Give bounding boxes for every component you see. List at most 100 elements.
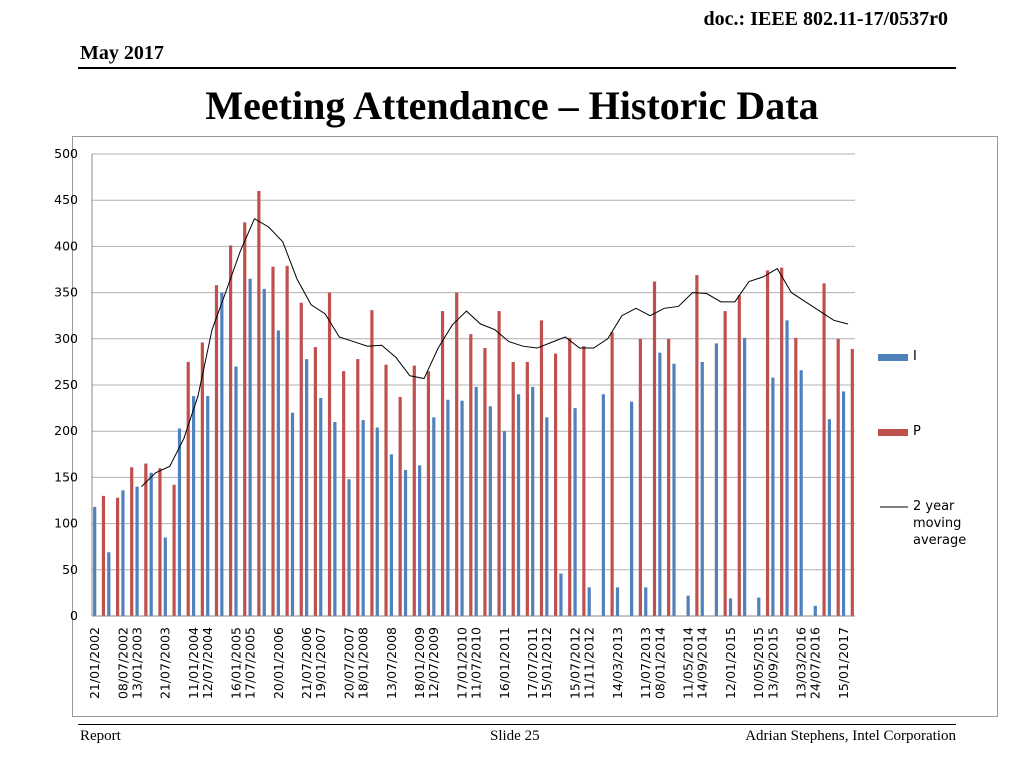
bar: [115, 497, 120, 616]
bar: [799, 370, 803, 616]
x-tick-label: 11/07/2010: [469, 627, 484, 699]
bar: [850, 348, 854, 616]
bar: [130, 467, 134, 616]
bar: [144, 463, 148, 616]
bar: [841, 391, 846, 616]
x-tick-label: 19/01/2007: [313, 627, 328, 699]
bar: [780, 267, 784, 616]
x-tick-label: 21/07/2003: [158, 627, 173, 699]
footer-right: Adrian Stephens, Intel Corporation: [745, 728, 956, 744]
bar: [299, 302, 303, 616]
y-tick-label: 350: [54, 285, 78, 300]
chart-frame: [72, 136, 998, 717]
bar: [582, 346, 586, 616]
bar: [327, 292, 332, 616]
x-tick-label: 08/01/2014: [652, 627, 667, 699]
bar: [229, 245, 233, 616]
legend-label: 2 year moving average: [913, 499, 967, 548]
bar: [361, 420, 365, 616]
bar: [658, 352, 662, 616]
slide-title: Meeting Attendance – Historic Data: [205, 83, 819, 128]
x-tick-label: 17/07/2011: [525, 627, 540, 699]
x-tick-label: 15/01/2017: [836, 627, 851, 699]
bar: [333, 421, 337, 616]
bar: [285, 265, 289, 616]
y-tick-label: 0: [70, 608, 78, 623]
line: [141, 217, 849, 487]
x-tick-label: 15/07/2012: [567, 627, 582, 699]
bar: [455, 292, 459, 616]
x-tick-label: 10/05/2015: [751, 627, 766, 699]
bar: [121, 490, 125, 616]
x-tick-label: 13/01/2003: [129, 627, 144, 699]
bar: [398, 397, 402, 616]
bar: [553, 353, 558, 616]
bar: [630, 401, 634, 616]
bar: [785, 320, 789, 616]
x-tick-label: 12/07/2004: [200, 627, 215, 699]
bar: [172, 484, 176, 616]
bar: [813, 605, 817, 616]
bar: [290, 412, 295, 616]
bar: [177, 428, 182, 616]
y-tick-label: 150: [54, 469, 78, 484]
x-tick-label: 20/01/2006: [271, 627, 286, 699]
bar: [728, 598, 733, 616]
bar: [794, 337, 798, 616]
bar: [418, 465, 422, 616]
bar: [191, 396, 196, 616]
bar: [248, 278, 252, 616]
bar: [573, 408, 577, 616]
bar: [319, 397, 323, 616]
legend-swatch: [878, 429, 908, 436]
bar: [516, 394, 521, 616]
bar: [384, 364, 388, 616]
bar: [474, 386, 478, 616]
x-tick-label: 16/01/2011: [497, 627, 512, 699]
bar: [234, 366, 238, 616]
bar: [483, 348, 487, 616]
bar: [686, 595, 690, 616]
bar: [149, 472, 153, 616]
doc-id: doc.: IEEE 802.11-17/0537r0: [703, 8, 948, 30]
y-tick-label: 50: [62, 562, 78, 577]
bar: [186, 361, 190, 616]
bar: [276, 330, 280, 616]
bar: [610, 332, 614, 616]
bar: [101, 495, 106, 616]
bar: [644, 587, 648, 616]
y-tick-label: 450: [54, 192, 78, 207]
bar: [347, 479, 351, 616]
x-tick-label: 13/09/2015: [765, 627, 780, 699]
x-tick-label: 18/01/2008: [356, 627, 371, 699]
bar: [370, 310, 374, 616]
y-tick-label: 100: [54, 516, 78, 531]
bar: [652, 281, 657, 616]
bar: [587, 587, 591, 616]
x-tick-label: 13/03/2016: [794, 627, 809, 699]
x-tick-label: 21/07/2006: [299, 627, 314, 699]
bar: [313, 347, 317, 616]
bar: [412, 365, 416, 616]
x-tick-label: 11/07/2013: [638, 627, 653, 699]
x-tick-label: 16/01/2005: [228, 627, 243, 699]
legend-swatch: [878, 354, 908, 361]
bar: [827, 419, 832, 616]
footer-center: Slide 25: [490, 728, 540, 744]
x-tick-label: 13/07/2008: [384, 627, 399, 699]
x-tick-label: 11/11/2012: [582, 627, 597, 699]
bar: [440, 311, 445, 616]
bar: [375, 427, 379, 616]
footer-left: Report: [80, 728, 121, 744]
bar: [497, 311, 501, 616]
bar: [257, 190, 261, 616]
legend-label: I: [913, 349, 917, 364]
x-tick-label: 11/01/2004: [186, 627, 201, 699]
x-tick-label: 14/03/2013: [610, 627, 625, 699]
y-tick-label: 250: [54, 377, 78, 392]
bar: [615, 587, 620, 616]
bar: [743, 337, 747, 616]
x-tick-label: 18/01/2009: [412, 627, 427, 699]
bar: [539, 320, 544, 616]
